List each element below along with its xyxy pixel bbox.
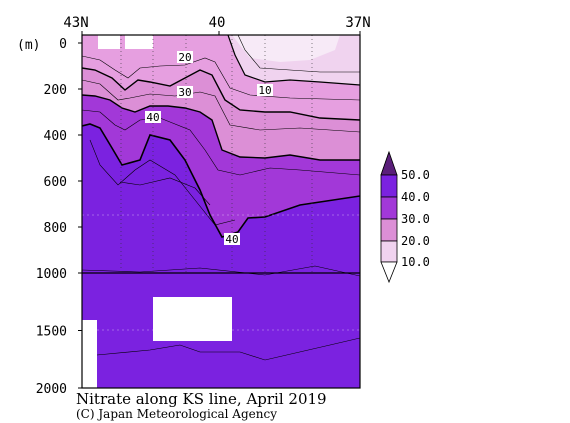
contour-label: 30 <box>178 86 191 99</box>
y-tick-label: 2000 <box>36 382 67 397</box>
colorbar-swatch <box>380 240 398 263</box>
contour-label: 40 <box>146 111 159 124</box>
contour-thin-deep-3 <box>119 177 211 206</box>
x-tick-label: 40 <box>209 15 226 31</box>
colorbar-cap-top <box>380 150 398 176</box>
contour-thin-4 <box>237 35 360 73</box>
x-tick-label: 43N <box>63 15 88 31</box>
contour-label-bg <box>224 233 240 245</box>
contour-label-bg <box>177 51 193 63</box>
contour-label: 40 <box>225 233 238 246</box>
nodata-box <box>153 297 232 341</box>
contour-20 <box>82 67 360 121</box>
contour-30 <box>82 94 360 161</box>
y-tick-label: 0 <box>59 37 67 52</box>
y-axis: (m) 0 200 400 600 800 1000 1500 2000 <box>17 37 82 397</box>
y-tick-label: 1500 <box>36 325 67 340</box>
colorbar-cap-bottom <box>380 261 398 284</box>
chart-title: Nitrate along KS line, April 2019 <box>76 390 327 408</box>
contour-thin-deep-2 <box>96 337 360 361</box>
colorbar-label: 10.0 <box>401 255 430 269</box>
contour-thin-deep-1 <box>82 265 360 277</box>
contour-label: 10 <box>258 84 271 97</box>
depth-grid <box>82 214 360 331</box>
nodata-top-2 <box>125 35 153 49</box>
contour-label-group: 20 30 10 40 40 <box>145 51 273 246</box>
y-tick-label: 200 <box>44 83 67 98</box>
y-ticks: 0 200 400 600 800 1000 1500 2000 <box>36 37 82 397</box>
contour-thin-2 <box>82 109 360 176</box>
plot-frame <box>81 34 361 389</box>
colorbar-label: 40.0 <box>401 190 430 204</box>
contour-40 <box>82 123 360 238</box>
contour-label-bg <box>145 111 161 123</box>
y-tick-label: 1000 <box>36 267 67 282</box>
colorbar-label: 50.0 <box>401 168 430 182</box>
fill-below-10 <box>232 35 340 62</box>
x-axis: 43N 40 37N <box>63 15 371 35</box>
chart-credit: (C) Japan Meteorological Agency <box>76 407 277 421</box>
nodata-strip <box>82 320 97 388</box>
contour-label-bg <box>257 84 273 96</box>
y-unit-label: (m) <box>17 38 40 53</box>
y-tick-label: 600 <box>44 175 67 190</box>
colorbar-swatch <box>380 196 398 220</box>
colorbar-label: 30.0 <box>401 212 430 226</box>
colorbar-swatch <box>380 218 398 242</box>
contour-thin-3 <box>82 55 360 101</box>
contour-thin-5 <box>89 139 236 226</box>
nodata-top-1 <box>98 35 120 49</box>
y-tick-label: 800 <box>44 221 67 236</box>
colorbar-label: 20.0 <box>401 234 430 248</box>
contour-10 <box>227 35 360 86</box>
colorbar: 50.0 40.0 30.0 20.0 10.0 <box>380 150 430 284</box>
x-tick-label: 37N <box>345 15 370 31</box>
contour-label: 20 <box>178 51 191 64</box>
colorbar-swatch <box>380 174 398 198</box>
contour-label-bg <box>177 86 193 98</box>
y-tick-label: 400 <box>44 129 67 144</box>
